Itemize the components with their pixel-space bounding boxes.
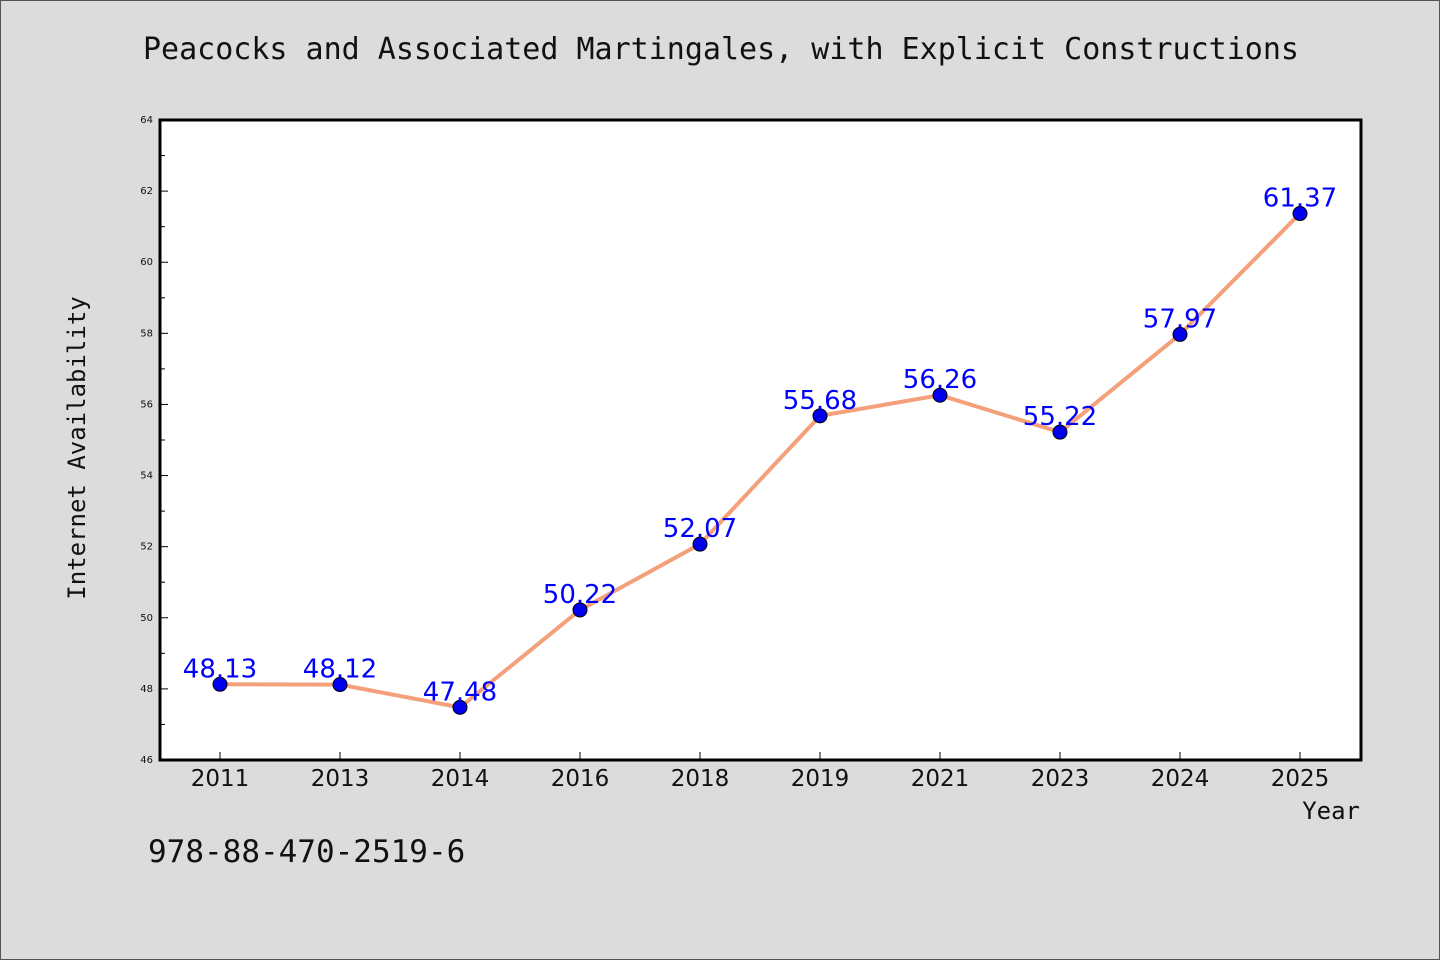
- data-label: 61.37: [1263, 184, 1337, 214]
- y-tick-label: 46: [140, 755, 153, 766]
- data-point: [932, 387, 948, 403]
- data-point: [1172, 326, 1188, 342]
- isbn-text: 978-88-470-2519-6: [148, 834, 466, 870]
- data-label: 50.22: [543, 580, 617, 610]
- y-axis: 46 48 50 52 54 56 58 60 62 64: [140, 115, 168, 766]
- plot-area: [158, 118, 1363, 762]
- x-tick-label: 2011: [191, 766, 250, 792]
- x-tick-label: 2023: [1031, 766, 1090, 792]
- data-point: [212, 676, 228, 692]
- x-tick-label: 2014: [431, 766, 490, 792]
- data-point: [572, 602, 588, 618]
- x-tick-label: 2019: [791, 766, 850, 792]
- series-line: [218, 211, 1302, 710]
- y-tick-label: 56: [140, 399, 153, 410]
- data-label: 57.97: [1143, 304, 1217, 334]
- y-tick-label: 54: [140, 471, 153, 482]
- y-tick-label: 64: [140, 115, 153, 126]
- data-point: [692, 536, 708, 552]
- data-point: [332, 677, 348, 693]
- x-axis-label: Year: [1302, 797, 1360, 825]
- y-tick-label: 58: [140, 328, 153, 339]
- y-tick-label: 62: [140, 186, 153, 197]
- data-label: 48.13: [183, 654, 257, 684]
- data-label: 48.12: [303, 655, 377, 685]
- x-tick-label: 2024: [1151, 766, 1210, 792]
- data-label: 47.48: [423, 677, 497, 707]
- x-tick-label: 2025: [1271, 766, 1330, 792]
- series-group: [212, 206, 1308, 715]
- x-tick-label: 2021: [911, 766, 970, 792]
- data-point: [452, 699, 468, 715]
- y-tick-label: 50: [140, 613, 153, 624]
- x-tick-label: 2013: [311, 766, 370, 792]
- chart-title: Peacocks and Associated Martingales, wit…: [143, 32, 1299, 67]
- data-label: 56.26: [903, 365, 977, 395]
- data-point: [812, 408, 828, 424]
- y-tick-label: 48: [140, 684, 153, 695]
- data-label: 52.07: [663, 514, 737, 544]
- x-axis: 2011 2013 2014 2016 2018 2019 2021 2023 2024 2025: [191, 752, 1330, 792]
- data-label: 55.22: [1023, 402, 1097, 432]
- x-tick-label: 2018: [671, 766, 730, 792]
- data-labels: 48.13 48.12 47.48 50.22 52.07 55.68 56.26 55.22…: [183, 184, 1337, 708]
- data-point: [1052, 424, 1068, 440]
- y-tick-label: 60: [140, 257, 153, 268]
- data-label: 55.68: [783, 386, 857, 416]
- x-tick-label: 2016: [551, 766, 610, 792]
- y-tick-label: 52: [140, 542, 153, 553]
- data-point: [1292, 206, 1308, 222]
